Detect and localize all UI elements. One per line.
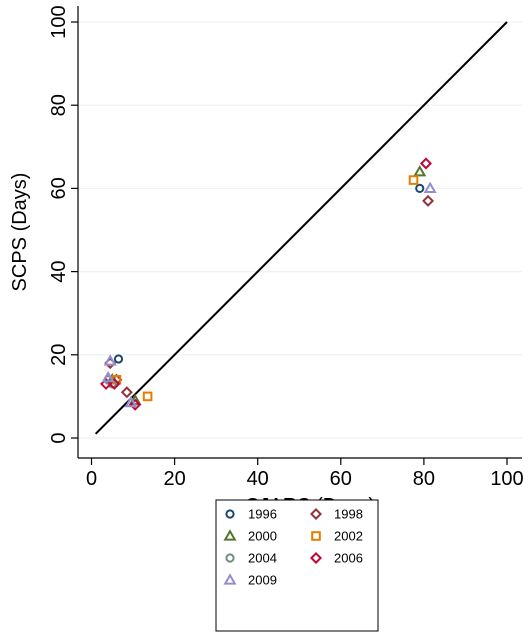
legend-label: 2000 [248, 529, 277, 544]
legend-label: 1996 [248, 507, 277, 522]
legend: 1996 1998 2000 2002 2004 2006 2009 [215, 499, 379, 632]
legend-label: 2009 [248, 573, 277, 588]
data-point-2009 [103, 354, 117, 366]
data-points [100, 157, 437, 411]
y-tick-label: 40 [48, 260, 70, 282]
legend-marker-2002 [311, 531, 321, 541]
x-tick-label: 20 [163, 468, 185, 490]
legend-marker-2009 [223, 573, 237, 585]
gridlines [78, 21, 522, 439]
data-point-2006 [129, 398, 142, 411]
y-tick-label: 20 [48, 344, 70, 366]
legend-marker-1996 [225, 509, 235, 519]
y-tick-label: 60 [48, 177, 70, 199]
y-tick-label: 80 [48, 94, 70, 116]
x-tick-label: 40 [247, 468, 269, 490]
legend-marker-2006 [309, 551, 323, 565]
legend-marker-2000 [223, 529, 237, 541]
data-point-2009 [423, 181, 437, 193]
legend-label: 1998 [334, 507, 363, 522]
data-point-2009 [124, 395, 138, 408]
legend-marker-1998 [309, 507, 323, 521]
y-tick-label: 100 [48, 5, 70, 38]
x-tick-label: 100 [490, 468, 523, 490]
y-axis-label: SCPS (Days) [9, 173, 31, 292]
data-point-2006 [419, 157, 432, 170]
data-point-1996 [415, 183, 425, 193]
x-axis-ticks: 0 20 40 60 80 100 [86, 458, 524, 490]
data-point-2009 [101, 370, 115, 383]
x-tick-label: 60 [330, 468, 352, 490]
data-point-2002 [408, 175, 419, 185]
legend-marker-2004 [225, 553, 235, 563]
data-point-2006 [108, 377, 121, 390]
legend-label: 2004 [248, 551, 277, 566]
y-axis-ticks: 0 20 40 60 80 100 [48, 5, 78, 444]
y-tick-label: 0 [48, 432, 70, 443]
reference-line [94, 21, 508, 435]
data-point-1998 [422, 194, 435, 207]
legend-box [215, 499, 379, 632]
legend-label: 2002 [334, 529, 363, 544]
data-point-2000 [413, 164, 427, 177]
x-tick-label: 0 [86, 468, 97, 490]
data-point-1998 [120, 386, 133, 399]
legend-label: 2006 [334, 551, 363, 566]
x-tick-label: 80 [413, 468, 435, 490]
data-point-2006 [100, 377, 113, 390]
data-point-1996 [113, 354, 124, 364]
data-point-2002 [142, 391, 153, 402]
